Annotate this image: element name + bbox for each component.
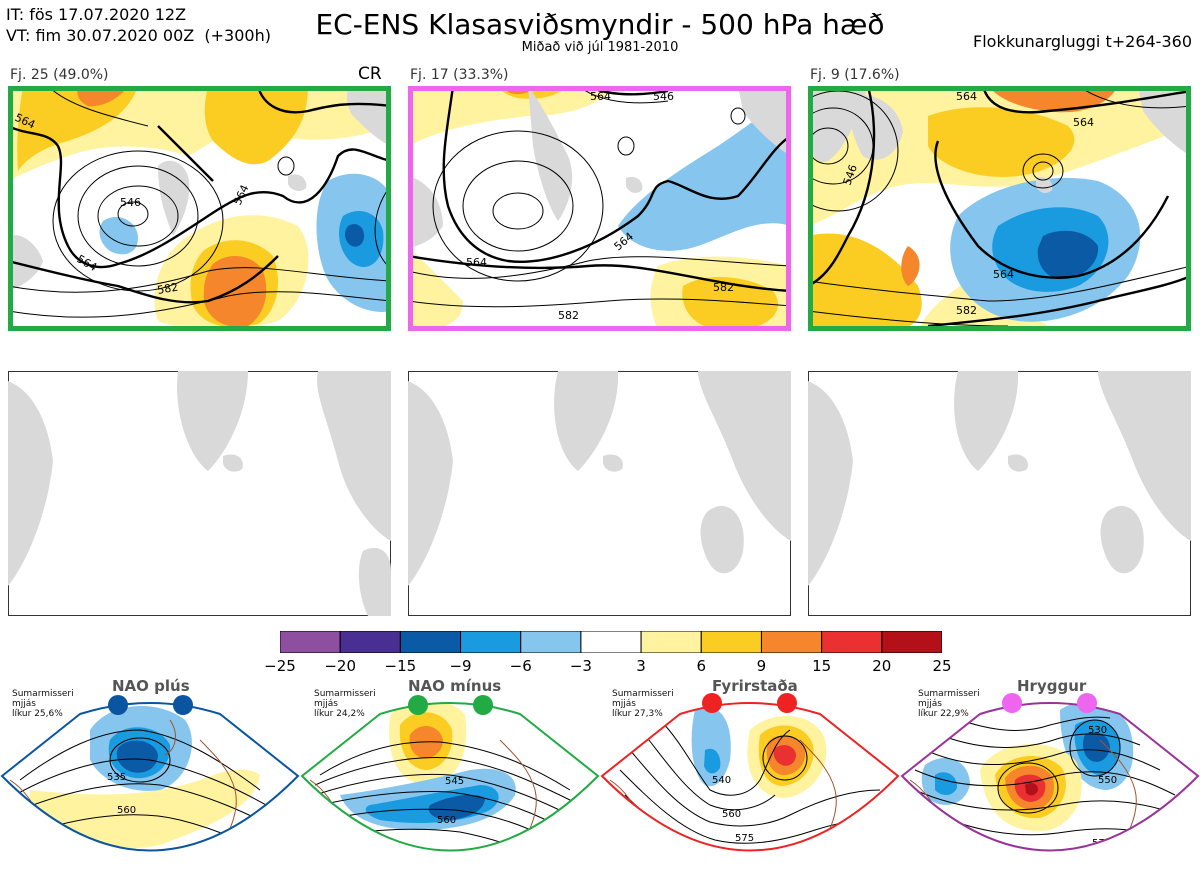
regime-marker-dot <box>777 693 797 713</box>
base-map-1 <box>8 371 391 616</box>
contour-label: 545 <box>445 776 464 787</box>
regime-note: Sumarmisseri mjjás líkur 27,3% <box>612 689 674 719</box>
regime-marker-dot <box>173 695 193 715</box>
colorbar-tick-label: −25 <box>264 657 296 675</box>
regime-nao-plus: 535 560 NAO plús Sumarmisseri mjjás líku… <box>0 677 300 871</box>
contour-label: 582 <box>156 281 179 297</box>
base-map-2 <box>408 371 791 616</box>
contour-label: 582 <box>713 281 734 294</box>
contour-label: 530 <box>1088 725 1107 736</box>
regime-marker-dot <box>1002 693 1022 713</box>
colorbar-swatch <box>520 630 582 654</box>
regime-marker-dot <box>473 695 493 715</box>
init-time: IT: fös 17.07.2020 12Z <box>6 5 187 24</box>
contour-label: 564 <box>1073 116 1094 129</box>
regime-blocking: 540 560 575 Fyrirstaða Sumarmisseri mjjá… <box>600 677 900 871</box>
colorbar-swatch <box>881 630 943 654</box>
regime-title: Fyrirstaða <box>712 677 798 695</box>
contour-label: 540 <box>712 775 731 786</box>
regime-fan-outline <box>300 702 600 852</box>
colorbar-swatch <box>460 630 522 654</box>
cluster-2-label: Fj. 17 (33.3%) <box>410 67 509 83</box>
regime-marker-dot <box>702 693 722 713</box>
colorbar-swatch <box>700 630 762 654</box>
regime-note: Sumarmisseri mjjás líkur 25,6% <box>12 689 74 719</box>
cluster-1-label: Fj. 25 (49.0%) <box>10 67 109 83</box>
contour-label: 560 <box>437 815 456 826</box>
regime-fan-outline <box>600 702 900 852</box>
contour-label: 560 <box>117 805 136 816</box>
contour-label: 535 <box>107 772 126 783</box>
colorbar-tick-label: −9 <box>449 657 472 675</box>
base-map-3 <box>808 371 1191 616</box>
regime-ridge: 530 550 575 Hryggur Sumarmisseri mjjás l… <box>900 677 1200 871</box>
cluster-3-map: 564 564 546 564 582 <box>808 86 1191 331</box>
colorbar-tick-label: −20 <box>324 657 356 675</box>
regime-marker-dot <box>408 695 428 715</box>
colorbar-tick-label: 15 <box>812 657 832 675</box>
colorbar-tick-label: −15 <box>384 657 417 675</box>
cluster-1-tag: CR <box>358 64 382 84</box>
cluster-window: Flokkunargluggi t+264-360 <box>973 32 1192 51</box>
colorbar-tick-label: −6 <box>509 657 532 675</box>
regime-note: Sumarmisseri mjjás líkur 22,9% <box>918 689 980 719</box>
page-title: EC-ENS Klasasviðsmyndir - 500 hPa hæð <box>315 8 885 41</box>
contour-label: 564 <box>993 268 1014 281</box>
cluster-1-map: 564 546 564 564 582 <box>8 86 391 331</box>
regime-nao-minus: 545 560 575 NAO mínus Sumarmisseri mjjás… <box>300 677 600 871</box>
contour-label: 564 <box>466 256 487 269</box>
contour-label: 575 <box>735 833 754 844</box>
colorbar-swatch <box>640 630 702 654</box>
regime-title: Hryggur <box>1017 677 1087 695</box>
cluster-2-map: 564 546 564 564 582 582 <box>408 86 791 331</box>
page-subtitle: Miðað við júl 1981-2010 <box>521 40 679 55</box>
colorbar-tick-label: 9 <box>756 657 767 675</box>
colorbar-tick-label: 3 <box>636 657 646 675</box>
contour-label: 546 <box>120 196 141 209</box>
regime-marker-dot <box>108 695 128 715</box>
regime-note: Sumarmisseri mjjás líkur 24,2% <box>314 689 376 719</box>
regime-title: NAO mínus <box>408 677 502 695</box>
init-time-info: IT: fös 17.07.2020 12Z VT: fim 30.07.202… <box>6 4 271 46</box>
colorbar-tick-label: 25 <box>932 657 952 675</box>
regime-title: NAO plús <box>112 677 190 695</box>
regime-fan-outline <box>0 702 300 852</box>
colorbar-tick-label: 20 <box>872 657 892 675</box>
colorbar-swatch <box>760 630 823 654</box>
colorbar-tick-label: 6 <box>696 657 707 675</box>
colorbar-swatch <box>279 630 341 654</box>
regime-fan-outline <box>900 702 1200 852</box>
colorbar-swatch <box>339 630 401 654</box>
anomaly-colorbar <box>279 630 943 654</box>
contour-label: 546 <box>653 90 674 103</box>
contour-label: 564 <box>590 90 611 103</box>
contour-label: 564 <box>956 90 977 103</box>
colorbar-tick-label: −3 <box>569 657 592 675</box>
contour-label: 560 <box>722 809 741 820</box>
colorbar-swatch <box>399 630 462 654</box>
contour-label: 582 <box>558 309 579 322</box>
contour-label: 550 <box>1098 775 1117 786</box>
regime-marker-dot <box>1077 693 1097 713</box>
valid-time: VT: fim 30.07.2020 00Z (+300h) <box>6 26 271 45</box>
contour-label: 582 <box>956 304 977 317</box>
colorbar-swatch <box>821 630 883 654</box>
cluster-3-label: Fj. 9 (17.6%) <box>810 67 900 83</box>
colorbar-swatch <box>580 630 642 654</box>
